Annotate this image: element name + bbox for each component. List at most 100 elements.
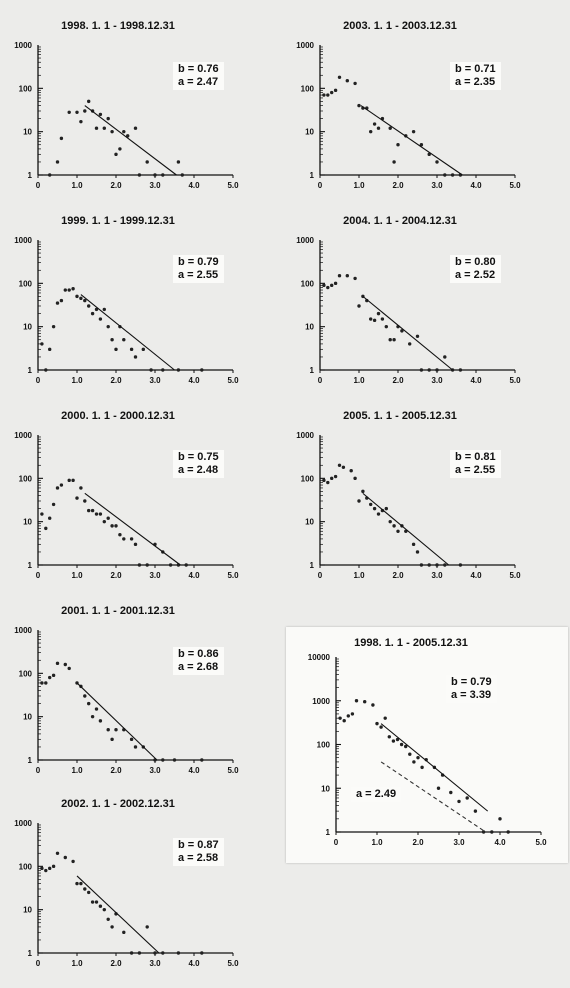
- data-point: [184, 563, 188, 567]
- data-point: [40, 512, 44, 516]
- data-point: [44, 868, 48, 873]
- data-point: [427, 368, 431, 372]
- y-tick-label: 100: [19, 862, 33, 871]
- data-point: [388, 519, 392, 524]
- fit-parameters: b = 0.71 a = 2.35: [450, 62, 501, 90]
- x-tick-label: 1.0: [71, 376, 83, 385]
- y-tick-label: 100: [19, 279, 33, 288]
- chart-panel-8: 1998. 1. 1 - 2005.12.31 10000 1000 100 10 1 0 1…: [286, 627, 568, 863]
- data-point: [419, 143, 424, 147]
- y-tick-label: 100: [19, 669, 33, 678]
- data-point: [83, 887, 87, 891]
- x-tick-label: 2.0: [110, 181, 122, 190]
- data-point: [458, 368, 463, 372]
- data-point: [408, 752, 412, 756]
- y-tick-label: 1: [326, 828, 331, 837]
- data-point: [122, 930, 126, 935]
- x-tick-label: 1.0: [353, 376, 365, 385]
- data-point: [94, 126, 99, 130]
- data-point: [396, 143, 400, 147]
- y-tick-label: 1000: [14, 41, 32, 50]
- data-point: [376, 311, 381, 316]
- a-value: a = 2.55: [455, 464, 496, 476]
- data-point: [465, 796, 469, 800]
- data-point: [83, 499, 87, 503]
- data-point: [110, 737, 114, 742]
- data-point: [122, 537, 126, 541]
- x-tick-label: 0: [36, 766, 41, 775]
- data-point: [110, 129, 114, 134]
- data-point: [458, 563, 463, 567]
- data-point: [106, 516, 110, 520]
- data-point: [44, 526, 48, 531]
- b-value: b = 0.87: [178, 839, 219, 851]
- data-point: [350, 712, 355, 716]
- data-point: [48, 173, 52, 177]
- chart-panel-1: 1998. 1. 1 - 1998.12.31 1000 100 10 1 0 1.0 2.0…: [8, 20, 288, 210]
- data-point: [145, 563, 149, 567]
- data-point: [55, 486, 60, 490]
- fit-line: [76, 875, 160, 954]
- x-tick-label: 3.0: [149, 571, 161, 580]
- data-point: [83, 298, 87, 303]
- data-point: [55, 160, 60, 164]
- data-point: [83, 109, 87, 113]
- chart-panel-9: 2002. 1. 1 - 2002.12.31 1000 100 10 1 0 1.0 2.0…: [8, 798, 288, 988]
- data-point: [322, 283, 326, 288]
- chart-svg: 1000 100 10 10 1.0 2.0 3.0 4.0 5.0: [14, 41, 239, 190]
- data-point: [369, 317, 373, 321]
- chart-title: 2002. 1. 1 - 2002.12.31: [61, 798, 175, 810]
- a-value: a = 2.35: [455, 76, 496, 88]
- data-point: [200, 758, 204, 762]
- y-tick-label: 1000: [296, 41, 314, 50]
- data-point: [411, 542, 416, 547]
- chart-svg: 1000 100 10 10 1.0 2.0 3.0 4.0 5.0: [14, 819, 239, 968]
- x-tick-label: 4.0: [188, 571, 200, 580]
- x-tick-label: 1.0: [71, 959, 83, 968]
- data-point: [153, 173, 157, 177]
- x-tick-label: 1.0: [371, 838, 383, 847]
- y-tick-label: 10: [305, 518, 314, 527]
- data-point: [51, 502, 56, 507]
- x-tick-label: 4.0: [188, 766, 200, 775]
- y-tick-label: 100: [301, 279, 315, 288]
- data-point: [149, 368, 153, 372]
- x-tick-label: 2.0: [392, 181, 404, 190]
- data-point: [102, 519, 107, 524]
- data-point: [326, 93, 330, 97]
- a-value: a = 2.55: [178, 269, 219, 281]
- data-point: [145, 160, 149, 164]
- data-point: [369, 129, 373, 134]
- a-value: a = 2.47: [178, 76, 219, 88]
- y-tick-label: 1000: [296, 236, 314, 245]
- x-tick-label: 3.0: [431, 571, 443, 580]
- data-point: [330, 90, 334, 95]
- data-point: [161, 368, 165, 372]
- x-tick-label: 1.0: [71, 571, 83, 580]
- b-value: b = 0.71: [455, 63, 496, 75]
- data-point: [388, 338, 392, 342]
- y-tick-label: 1: [310, 561, 315, 570]
- x-tick-label: 5.0: [227, 571, 239, 580]
- fit-line: [362, 295, 453, 371]
- data-point: [457, 799, 461, 804]
- data-point: [102, 126, 107, 130]
- data-point: [40, 342, 44, 346]
- data-point: [383, 716, 387, 720]
- x-tick-label: 5.0: [227, 376, 239, 385]
- fit-parameters: b = 0.80 a = 2.52: [450, 255, 501, 283]
- x-tick-label: 1.0: [71, 766, 83, 775]
- data-point: [391, 739, 396, 743]
- x-tick-label: 3.0: [453, 838, 465, 847]
- chart-svg: 1000 100 10 10 1.0 2.0 3.0 4.0 5.0: [14, 431, 239, 580]
- data-point: [83, 694, 87, 698]
- data-point: [161, 951, 165, 955]
- fit-line: [80, 294, 175, 371]
- fit-parameters: b = 0.87 a = 2.58: [173, 838, 224, 866]
- data-point: [172, 758, 177, 762]
- data-point: [375, 721, 379, 726]
- data-point: [419, 563, 424, 567]
- data-point: [361, 489, 365, 494]
- data-point: [48, 675, 52, 680]
- fit-parameters: b = 0.86 a = 2.68: [173, 647, 224, 675]
